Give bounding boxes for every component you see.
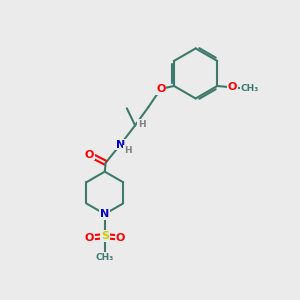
Text: O: O <box>116 232 125 243</box>
Text: CH₃: CH₃ <box>96 253 114 262</box>
Text: CH₃: CH₃ <box>241 84 259 93</box>
Text: H: H <box>124 146 131 155</box>
Text: N: N <box>116 140 125 150</box>
Text: O: O <box>156 84 165 94</box>
Text: H: H <box>138 120 146 129</box>
Text: O: O <box>85 232 94 243</box>
Text: S: S <box>101 231 109 241</box>
Text: N: N <box>100 209 110 219</box>
Text: O: O <box>228 82 237 92</box>
Text: O: O <box>85 150 94 160</box>
